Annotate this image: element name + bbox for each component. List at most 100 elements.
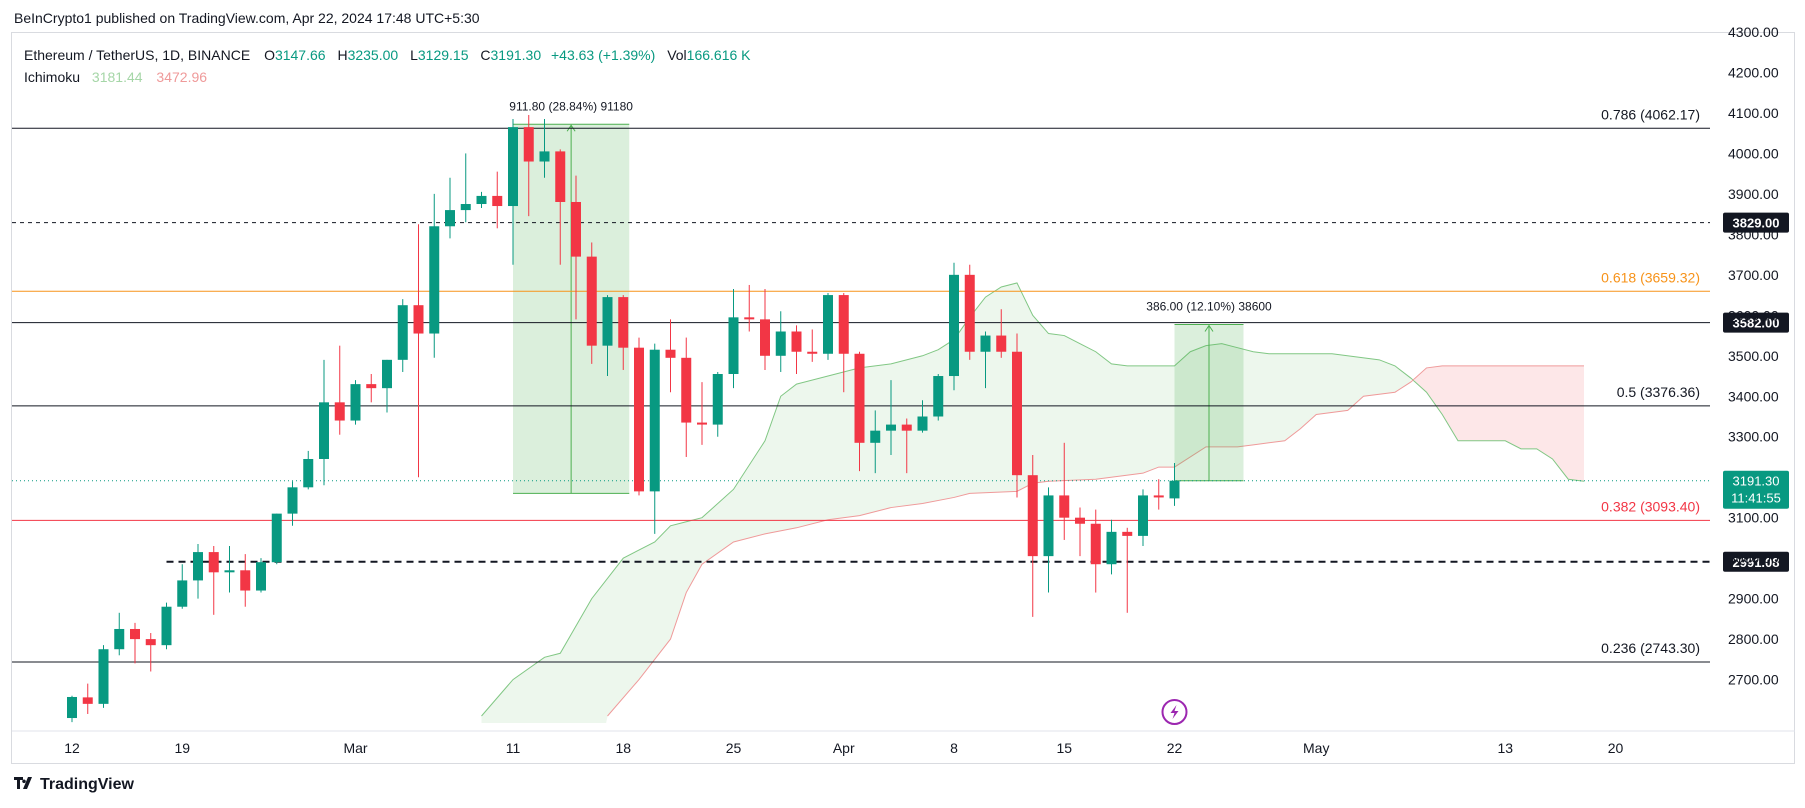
candle-bearish bbox=[334, 402, 345, 421]
x-tick-label: 19 bbox=[174, 740, 190, 756]
candle-bullish bbox=[508, 127, 518, 207]
indicator-row: Ichimoku 3181.44 3472.96 bbox=[24, 66, 757, 88]
candle-bearish bbox=[1122, 531, 1133, 536]
tradingview-brand[interactable]: TradingView bbox=[14, 776, 134, 794]
y-tick-label: 2900.00 bbox=[1728, 591, 1779, 607]
candle-bullish bbox=[476, 195, 487, 205]
close-value: 3191.30 bbox=[490, 47, 542, 63]
candle-bullish bbox=[649, 349, 660, 492]
candle-bullish bbox=[319, 402, 329, 459]
candle-bearish bbox=[744, 317, 755, 320]
low-key: L bbox=[410, 47, 418, 63]
x-tick-label: 25 bbox=[726, 740, 742, 756]
x-tick-label: 20 bbox=[1608, 740, 1624, 756]
symbol-row: Ethereum / TetherUS, 1D, BINANCE O3147.6… bbox=[24, 44, 757, 66]
x-tick-label: 15 bbox=[1056, 740, 1072, 756]
candle-bearish bbox=[1075, 517, 1085, 524]
volume-key: Vol bbox=[667, 47, 687, 63]
chart-frame bbox=[11, 32, 1795, 764]
chart-legend: Ethereum / TetherUS, 1D, BINANCE O3147.6… bbox=[24, 44, 757, 88]
publisher-line: BeInCrypto1 published on TradingView.com… bbox=[14, 10, 480, 26]
fib-level-label: 0.618 (3659.32) bbox=[1601, 269, 1700, 285]
candle-bearish bbox=[807, 351, 818, 354]
candle-bearish bbox=[791, 331, 802, 352]
candle-bearish bbox=[208, 552, 219, 573]
candle-bullish bbox=[1043, 495, 1054, 557]
ichimoku-span-b-line bbox=[607, 365, 1584, 717]
candle-bullish bbox=[460, 204, 471, 211]
candle-bullish bbox=[303, 458, 314, 488]
candle-bearish bbox=[492, 195, 503, 207]
candle-bullish bbox=[933, 376, 944, 417]
candle-bearish bbox=[618, 297, 629, 348]
candle-bullish bbox=[98, 649, 109, 704]
ichimoku-a-value: 3181.44 bbox=[91, 69, 143, 85]
y-tick-label: 3900.00 bbox=[1728, 186, 1779, 202]
y-tick-label: 3800.00 bbox=[1728, 226, 1779, 242]
candle-bearish bbox=[240, 570, 251, 591]
fib-level-label: 0.5 (3376.36) bbox=[1617, 384, 1700, 400]
level-badge bbox=[1723, 551, 1789, 572]
open-key: O bbox=[264, 47, 275, 63]
candle-bullish bbox=[114, 628, 125, 650]
candle-bullish bbox=[917, 416, 928, 431]
candle-bearish bbox=[1059, 495, 1070, 518]
y-tick-label: 3600.00 bbox=[1728, 307, 1779, 323]
candle-bullish bbox=[712, 374, 723, 425]
volume-value: 166.616 K bbox=[686, 47, 751, 63]
close-key: C bbox=[480, 47, 491, 63]
candle-bullish bbox=[1138, 495, 1148, 536]
change-value: +43.63 (+1.39%) bbox=[551, 47, 656, 63]
candle-bullish bbox=[382, 359, 392, 389]
symbol-label[interactable]: Ethereum / TetherUS, 1D, BINANCE bbox=[24, 47, 251, 63]
x-tick-label: 13 bbox=[1497, 740, 1513, 756]
fib-level-label: 0.786 (4062.17) bbox=[1601, 106, 1700, 122]
y-tick-label: 3700.00 bbox=[1728, 267, 1779, 283]
y-tick-label: 4000.00 bbox=[1728, 145, 1779, 161]
candle-bearish bbox=[413, 305, 424, 334]
candle-bullish bbox=[602, 297, 613, 346]
tradingview-logo-icon bbox=[14, 776, 36, 794]
x-tick-label: Apr bbox=[833, 740, 855, 756]
y-tick-label: 3000.00 bbox=[1728, 550, 1779, 566]
candle-bearish bbox=[681, 357, 692, 423]
candle-bullish bbox=[870, 430, 881, 443]
x-tick-label: May bbox=[1303, 740, 1329, 756]
candle-bullish bbox=[287, 487, 298, 514]
candle-bullish bbox=[886, 424, 896, 431]
current-price-label: 3191.30 bbox=[1733, 474, 1780, 489]
indicator-label[interactable]: Ichimoku bbox=[24, 69, 81, 85]
candle-bearish bbox=[697, 422, 707, 425]
candle-bearish bbox=[1012, 351, 1022, 476]
current-price-badge bbox=[1723, 470, 1789, 509]
y-tick-label: 4300.00 bbox=[1728, 24, 1779, 40]
y-tick-label: 3500.00 bbox=[1728, 348, 1779, 364]
candle-bullish bbox=[823, 295, 833, 354]
candle-bearish bbox=[1090, 523, 1101, 565]
y-tick-label: 3400.00 bbox=[1728, 388, 1779, 404]
candle-bearish bbox=[1153, 495, 1164, 498]
candle-bullish bbox=[397, 305, 408, 360]
y-tick-label: 3100.00 bbox=[1728, 510, 1779, 526]
price-range-arrowhead bbox=[566, 124, 576, 132]
lightning-icon bbox=[1170, 705, 1179, 719]
candle-bullish bbox=[539, 151, 550, 162]
candle-bullish bbox=[1106, 531, 1117, 565]
candle-bullish bbox=[980, 335, 991, 352]
x-tick-label: 22 bbox=[1167, 740, 1183, 756]
candle-bullish bbox=[445, 210, 455, 227]
candle-bullish bbox=[1169, 480, 1180, 499]
candle-bullish bbox=[177, 580, 188, 607]
candle-bullish bbox=[949, 274, 959, 377]
x-tick-label: 8 bbox=[950, 740, 958, 756]
level-badge bbox=[1723, 212, 1789, 233]
level-badge-label: 3582.00 bbox=[1733, 316, 1780, 331]
candle-bearish bbox=[996, 335, 1007, 352]
x-tick-label: 11 bbox=[506, 740, 521, 756]
candle-bearish bbox=[586, 256, 597, 346]
candle-bearish bbox=[130, 628, 140, 640]
ichimoku-b-value: 3472.96 bbox=[156, 69, 208, 85]
fib-level-label: 0.236 (2743.30) bbox=[1601, 640, 1700, 656]
candle-bearish bbox=[555, 151, 566, 202]
